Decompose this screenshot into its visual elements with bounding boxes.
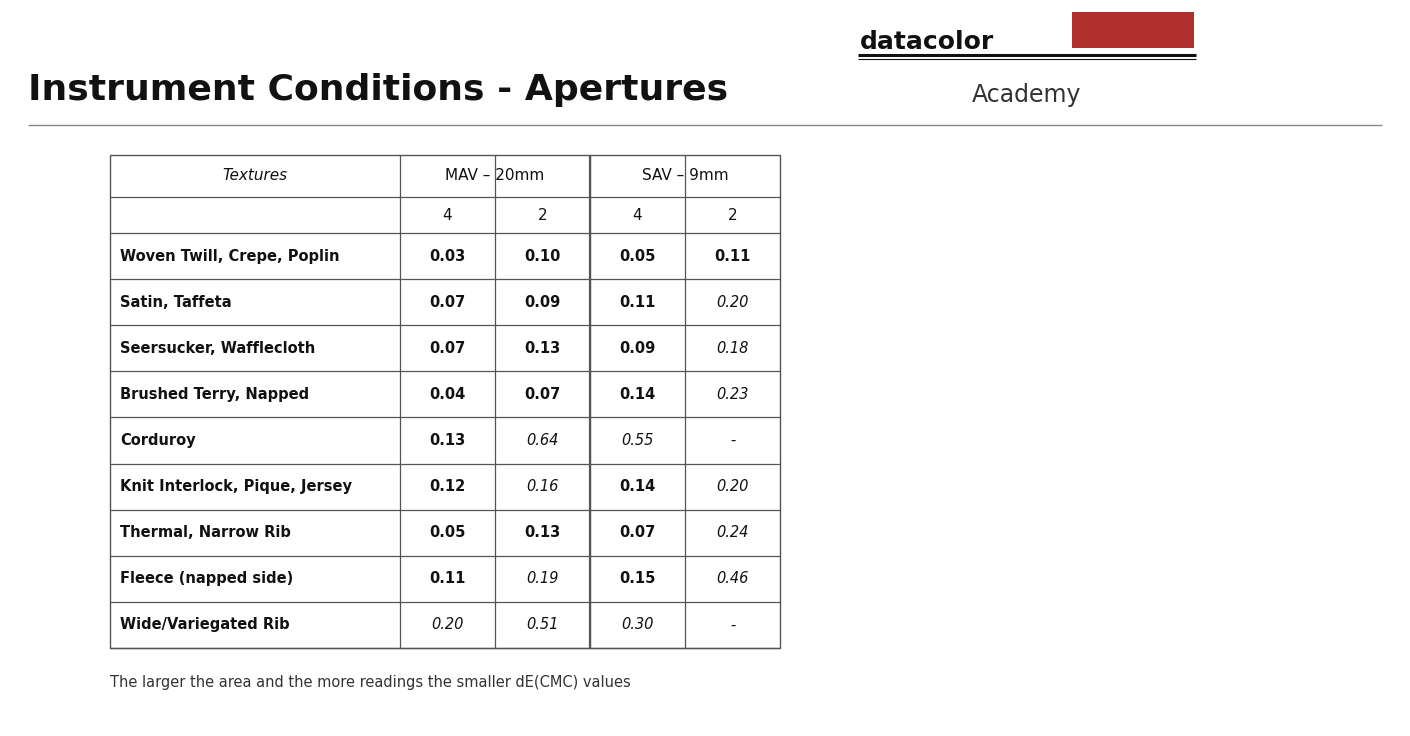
Text: 4: 4 <box>633 208 643 222</box>
Text: 0.14: 0.14 <box>619 387 656 402</box>
Bar <box>1072 12 1194 48</box>
Text: 0.30: 0.30 <box>622 618 654 632</box>
Text: 0.07: 0.07 <box>619 526 656 540</box>
Text: 0.07: 0.07 <box>525 387 561 402</box>
Text: 0.11: 0.11 <box>619 294 656 310</box>
Text: 0.14: 0.14 <box>619 479 656 494</box>
Text: Brushed Terry, Napped: Brushed Terry, Napped <box>120 387 309 402</box>
Text: 0.64: 0.64 <box>526 433 558 448</box>
Text: Thermal, Narrow Rib: Thermal, Narrow Rib <box>120 526 290 540</box>
Text: Academy: Academy <box>973 83 1081 107</box>
Text: 0.20: 0.20 <box>716 479 749 494</box>
Text: 0.09: 0.09 <box>619 341 656 355</box>
Text: 0.19: 0.19 <box>526 571 558 587</box>
Text: 0.13: 0.13 <box>525 526 561 540</box>
Text: SAV – 9mm: SAV – 9mm <box>642 169 729 183</box>
Text: 0.03: 0.03 <box>430 249 465 263</box>
Text: Wide/Variegated Rib: Wide/Variegated Rib <box>120 618 289 632</box>
Text: 2: 2 <box>728 208 737 222</box>
Text: 2: 2 <box>537 208 547 222</box>
Text: 0.24: 0.24 <box>716 526 749 540</box>
Text: Textures: Textures <box>223 169 288 183</box>
Text: -: - <box>730 618 735 632</box>
Text: 0.23: 0.23 <box>716 387 749 402</box>
Text: 0.15: 0.15 <box>619 571 656 587</box>
Text: Fleece (napped side): Fleece (napped side) <box>120 571 293 587</box>
Text: Seersucker, Wafflecloth: Seersucker, Wafflecloth <box>120 341 316 355</box>
Text: Instrument Conditions - Apertures: Instrument Conditions - Apertures <box>28 73 728 107</box>
Text: datacolor: datacolor <box>860 30 994 54</box>
Text: 0.16: 0.16 <box>526 479 558 494</box>
Text: 0.04: 0.04 <box>430 387 465 402</box>
Text: 0.20: 0.20 <box>431 618 464 632</box>
Text: Corduroy: Corduroy <box>120 433 196 448</box>
Text: Knit Interlock, Pique, Jersey: Knit Interlock, Pique, Jersey <box>120 479 352 494</box>
Text: 0.11: 0.11 <box>715 249 750 263</box>
Text: 0.46: 0.46 <box>716 571 749 587</box>
Text: 0.13: 0.13 <box>430 433 465 448</box>
Text: 0.13: 0.13 <box>525 341 561 355</box>
Text: 0.09: 0.09 <box>525 294 561 310</box>
Text: -: - <box>730 433 735 448</box>
Text: 0.05: 0.05 <box>429 526 465 540</box>
Text: 0.18: 0.18 <box>716 341 749 355</box>
Text: MAV – 20mm: MAV – 20mm <box>446 169 544 183</box>
Text: 0.05: 0.05 <box>619 249 656 263</box>
Text: 4: 4 <box>443 208 453 222</box>
Text: 0.20: 0.20 <box>716 294 749 310</box>
Text: 0.10: 0.10 <box>525 249 561 263</box>
Text: 0.51: 0.51 <box>526 618 558 632</box>
Text: 0.11: 0.11 <box>429 571 465 587</box>
Text: 0.55: 0.55 <box>622 433 654 448</box>
Text: 0.07: 0.07 <box>430 341 465 355</box>
Text: 0.12: 0.12 <box>430 479 465 494</box>
Text: Satin, Taffeta: Satin, Taffeta <box>120 294 231 310</box>
Text: Woven Twill, Crepe, Poplin: Woven Twill, Crepe, Poplin <box>120 249 340 263</box>
Text: 0.07: 0.07 <box>430 294 465 310</box>
Text: The larger the area and the more readings the smaller dE(CMC) values: The larger the area and the more reading… <box>110 674 630 690</box>
